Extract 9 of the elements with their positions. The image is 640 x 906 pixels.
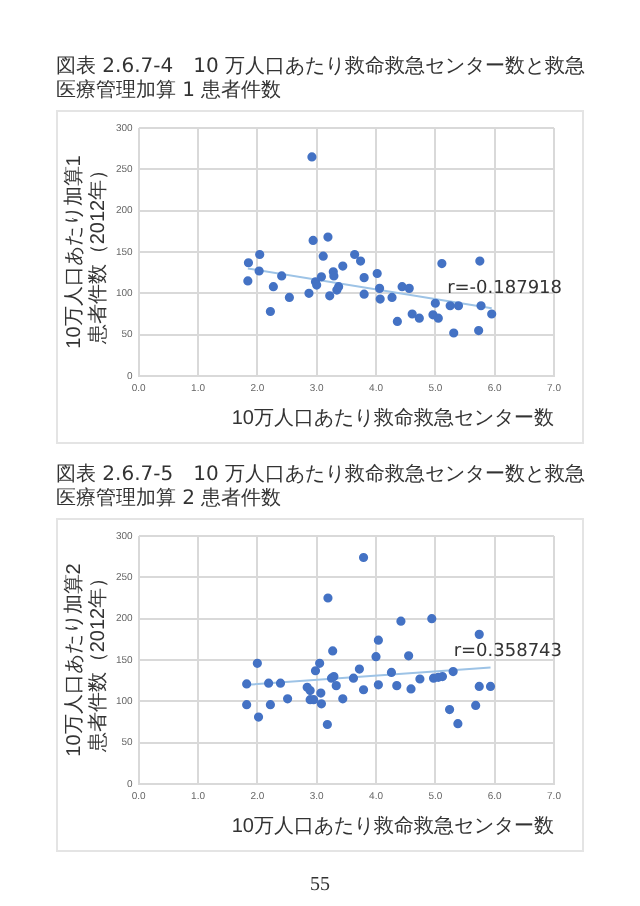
x-axis-title: 10万人口あたり救命救急センター数: [231, 813, 554, 838]
x-axis-title: 10万人口あたり救命救急センター数: [231, 405, 554, 430]
y-axis-title: 10万人口あたり加算2患者件数（2012年）: [61, 562, 110, 757]
y-axis-title: 10万人口あたり加算1患者件数（2012年）: [61, 154, 110, 349]
text: 55: [308, 874, 332, 896]
annotation: r=0.358743: [453, 642, 562, 663]
annotation: r=-0.187918: [447, 278, 563, 299]
chart-title: 図表 2.6.7-5 10 万人口あたり救命救急センター数と救急医療管理加算 2 患者件数: [56, 464, 587, 512]
chart-title: 図表 2.6.7-4 10 万人口あたり救命救急センター数と救急医療管理加算 1 患者件数: [56, 56, 587, 104]
